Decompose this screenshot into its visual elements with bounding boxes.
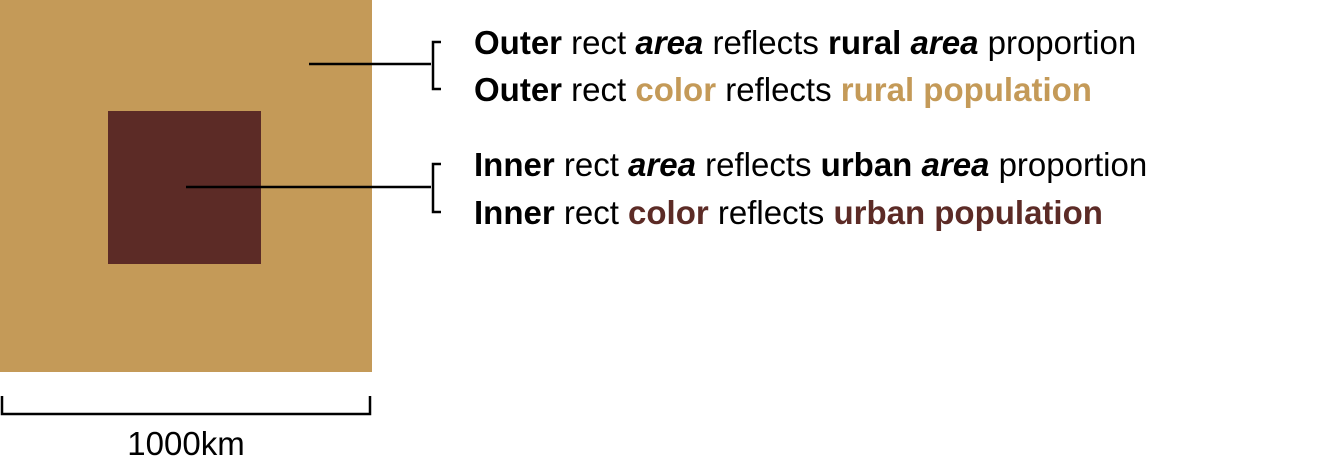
inner-bracket <box>431 162 441 214</box>
legend-word: rect <box>554 194 629 231</box>
legend-word: rect <box>554 146 629 183</box>
legend-word: Inner <box>474 194 555 231</box>
legend-inner-color: Inner rect color reflects urban populati… <box>474 193 1103 233</box>
legend-word: rural <box>827 24 902 61</box>
legend-word <box>901 24 910 61</box>
legend-inner-area: Inner rect area reflects urban area prop… <box>474 145 1147 185</box>
scale-label: 1000km <box>127 425 245 462</box>
legend-word-urban-color: color <box>628 194 709 231</box>
legend-outer-area: Outer rect area reflects rural area prop… <box>474 23 1136 63</box>
legend-word: rect <box>562 24 636 61</box>
legend-word: area <box>921 146 990 183</box>
legend-word: reflects <box>703 24 828 61</box>
legend-word: proportion <box>978 24 1137 61</box>
legend-word: area <box>910 24 979 61</box>
legend-word: Outer <box>474 71 563 108</box>
legend-word-urban-color: urban population <box>833 194 1103 231</box>
legend-word: urban <box>820 146 913 183</box>
legend-word-rural-color: rural population <box>840 71 1092 108</box>
legend-word: area <box>635 24 704 61</box>
legend-word: rect <box>562 71 636 108</box>
legend-word: reflects <box>708 194 834 231</box>
legend-word-rural-color: color <box>635 71 717 108</box>
legend-word: reflects <box>716 71 841 108</box>
legend-word: reflects <box>695 146 821 183</box>
legend-word: proportion <box>989 146 1148 183</box>
outer-bracket <box>431 40 441 91</box>
scale-bar <box>0 396 372 416</box>
legend-word: area <box>628 146 696 183</box>
legend-word: Inner <box>474 146 555 183</box>
legend-word: Outer <box>474 24 563 61</box>
legend-word <box>912 146 921 183</box>
legend-outer-color: Outer rect color reflects rural populati… <box>474 70 1092 110</box>
